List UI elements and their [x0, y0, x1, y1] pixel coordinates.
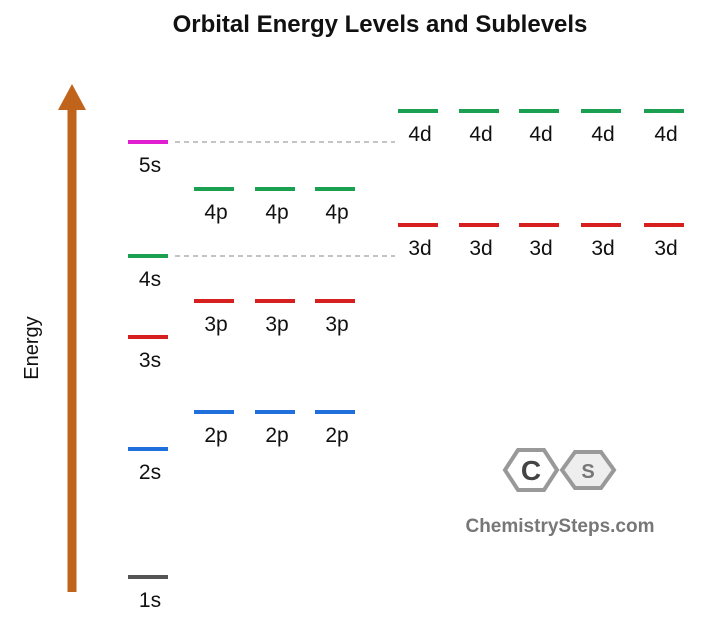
orbital-label: 3d [408, 237, 431, 260]
orbital-label: 4d [654, 123, 677, 146]
orbital-label: 4d [408, 123, 431, 146]
logo: C S ChemistrySteps.com [465, 448, 655, 537]
orbital-label: 3d [591, 237, 614, 260]
logo-text: ChemistrySteps.com [465, 516, 654, 537]
logo-letter: C [521, 455, 541, 486]
orbital-label: 3d [529, 237, 552, 260]
title: Orbital Energy Levels and Sublevels [173, 11, 588, 38]
axis-label: Energy [21, 316, 43, 379]
orbital-label: 3p [204, 313, 227, 336]
orbital-label: 4d [469, 123, 492, 146]
orbital-label: 3p [265, 313, 288, 336]
orbital-label: 1s [139, 589, 161, 612]
energy-arrow-head [58, 84, 86, 110]
logo-hexagon [502, 448, 560, 492]
orbital-label: 4p [204, 201, 227, 224]
orbital-label: 2p [265, 424, 288, 447]
orbital-label: 3d [654, 237, 677, 260]
orbital-label: 4d [529, 123, 552, 146]
orbital-label: 3p [325, 313, 348, 336]
orbital-label: 2s [139, 461, 161, 484]
orbital-label: 4p [265, 201, 288, 224]
orbital-label: 4d [591, 123, 614, 146]
logo-hexagon [559, 450, 617, 490]
orbital-label: 5s [139, 154, 161, 177]
orbital-label: 3s [139, 349, 161, 372]
orbital-label: 4p [325, 201, 348, 224]
orbital-label: 3d [469, 237, 492, 260]
orbital-label: 2p [204, 424, 227, 447]
logo-letter: S [581, 461, 594, 483]
orbital-label: 4s [139, 268, 161, 291]
orbital-label: 2p [325, 424, 348, 447]
